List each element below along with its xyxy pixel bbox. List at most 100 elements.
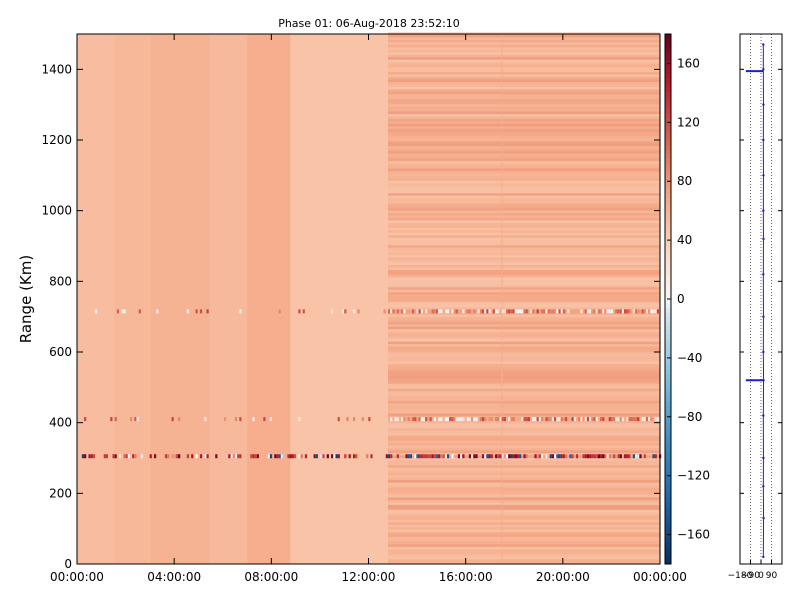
colorbar-segment [665,493,671,499]
colorbar-segment [665,515,671,521]
heatmap-speckle [460,454,463,459]
colorbar-segment [665,104,671,110]
heatmap-speckle [136,417,139,422]
colorbar-segment [665,175,671,181]
heatmap-speckle [584,454,587,459]
colorbar-segment [665,511,671,516]
colorbar-segment [665,78,671,84]
colorbar-segment [665,338,671,344]
heatmap-speckle [287,454,290,459]
heatmap-speckle [634,417,638,422]
heatmap-speckle [593,454,596,459]
heatmap-speckle [628,417,631,422]
colorbar-segment [665,47,671,53]
heatmap-speckle [223,417,227,422]
heatmap-speckle [519,454,522,459]
heatmap-speckle [462,454,465,459]
heatmap-speckle [119,454,122,459]
colorbar-segment [665,276,671,282]
heatmap-speckle [534,454,537,459]
heatmap-speckle [569,454,572,459]
heatmap-speckle [547,417,550,422]
heatmap-stripe [387,452,660,456]
colorbar-segment [665,144,671,150]
heatmap-speckle [134,417,137,422]
profile-point [762,237,765,241]
heatmap-speckle [438,454,441,459]
heatmap-speckle [540,309,544,314]
heatmap-speckle [602,309,605,314]
heatmap-speckle [199,309,203,314]
heatmap-stripe [387,306,660,310]
heatmap-speckle [641,417,644,422]
colorbar-tick-label: 160 [677,56,700,70]
heatmap-stripe [387,403,660,407]
heatmap-speckle [562,417,566,422]
heatmap-speckle [81,454,85,459]
heatmap-stripe [387,329,660,332]
heatmap-speckle [556,454,559,459]
colorbar-segment [665,131,671,137]
heatmap-stripe [387,435,660,439]
y-tick-label: 400 [49,416,72,430]
heatmap-band [500,34,503,564]
heatmap-speckle [451,309,454,314]
heatmap-speckle [615,417,618,422]
heatmap-speckle [204,417,207,422]
heatmap-speckle [186,309,189,314]
heatmap-stripe [387,316,660,320]
heatmap-speckle [403,417,406,422]
heatmap-stripe [387,319,660,322]
heatmap-speckle [534,417,537,422]
heatmap-speckle [304,454,308,459]
heatmap-stripe [387,56,660,60]
colorbar-segment [665,365,671,371]
colorbar-segment [665,166,671,172]
heatmap-stripe [387,321,660,325]
heatmap-stripe [387,259,660,263]
colorbar-segment [665,246,671,251]
colorbar-segment [665,263,671,269]
heatmap-stripe [387,143,660,147]
heatmap-stripe [387,54,660,58]
heatmap-speckle [195,454,198,459]
heatmap-speckle [610,454,614,459]
heatmap-stripe [387,534,660,538]
heatmap-stripe [387,212,660,216]
heatmap-stripe [387,460,660,463]
heatmap-stripe [387,447,660,451]
heatmap-stripe [387,324,660,327]
heatmap-stripe [387,437,660,441]
colorbar-tick-label: 40 [677,233,692,247]
heatmap-stripe [387,42,660,45]
heatmap-speckle [645,417,649,422]
heatmap-speckle [486,309,489,314]
heatmap-speckle [403,309,406,314]
heatmap-stripe [387,123,660,127]
colorbar-segment [665,206,671,212]
heatmap-speckle [484,309,487,314]
heatmap-stripe [387,338,660,342]
profile-point [762,273,765,276]
heatmap-stripe [387,282,660,285]
heatmap-axes: 00:00:00 04:00:00 08:00:00 12:00:00 16:00:00… [41,34,687,584]
heatmap-stripe [387,363,660,367]
profile-point [762,174,765,177]
heatmap-band [210,34,248,564]
heatmap-stripe [387,291,660,295]
heatmap-speckle [420,309,423,314]
heatmap-speckle [488,454,491,459]
heatmap-speckle [326,454,329,459]
heatmap-speckle [540,454,544,459]
heatmap-speckle [549,309,552,314]
heatmap-speckle [256,454,259,459]
heatmap-stripe [387,217,660,221]
heatmap-speckle [352,417,356,422]
heatmap-speckle [490,417,493,422]
heatmap-stripe [387,160,660,164]
heatmap-speckle [586,417,590,422]
heatmap-speckle [479,309,482,314]
heatmap-speckle [433,309,437,314]
colorbar-segment [665,329,671,335]
heatmap-speckle [252,417,255,422]
